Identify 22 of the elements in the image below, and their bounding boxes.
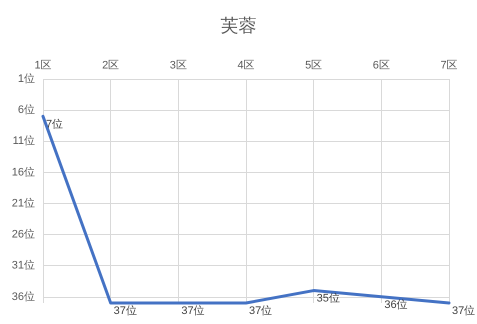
data-label: 37位 <box>181 305 205 317</box>
x-tick-label: 7区 <box>440 60 458 72</box>
x-tick-label: 4区 <box>237 60 255 72</box>
data-label: 37位 <box>249 305 272 317</box>
chart-title: 芙蓉 <box>220 16 256 36</box>
y-tick-label: 11位 <box>12 135 35 148</box>
data-label: 36位 <box>384 298 408 311</box>
y-tick-label: 16位 <box>12 166 35 178</box>
x-tick-label: 5区 <box>305 60 322 72</box>
y-tick-label: 1位 <box>18 73 35 85</box>
x-tick-label: 6区 <box>372 60 390 72</box>
data-label: 35位 <box>316 292 340 305</box>
data-label: 37位 <box>114 305 137 317</box>
y-tick-label: 31位 <box>12 260 35 272</box>
x-tick-label: 2区 <box>102 60 120 72</box>
y-tick-label: 36位 <box>12 290 35 303</box>
y-tick-label: 26位 <box>12 228 35 241</box>
x-tick-label: 3区 <box>170 60 187 72</box>
data-label: 37位 <box>452 305 476 317</box>
y-tick-label: 21位 <box>12 197 35 210</box>
x-tick-label: 1区 <box>34 60 52 72</box>
y-tick-label: 6位 <box>18 104 35 116</box>
